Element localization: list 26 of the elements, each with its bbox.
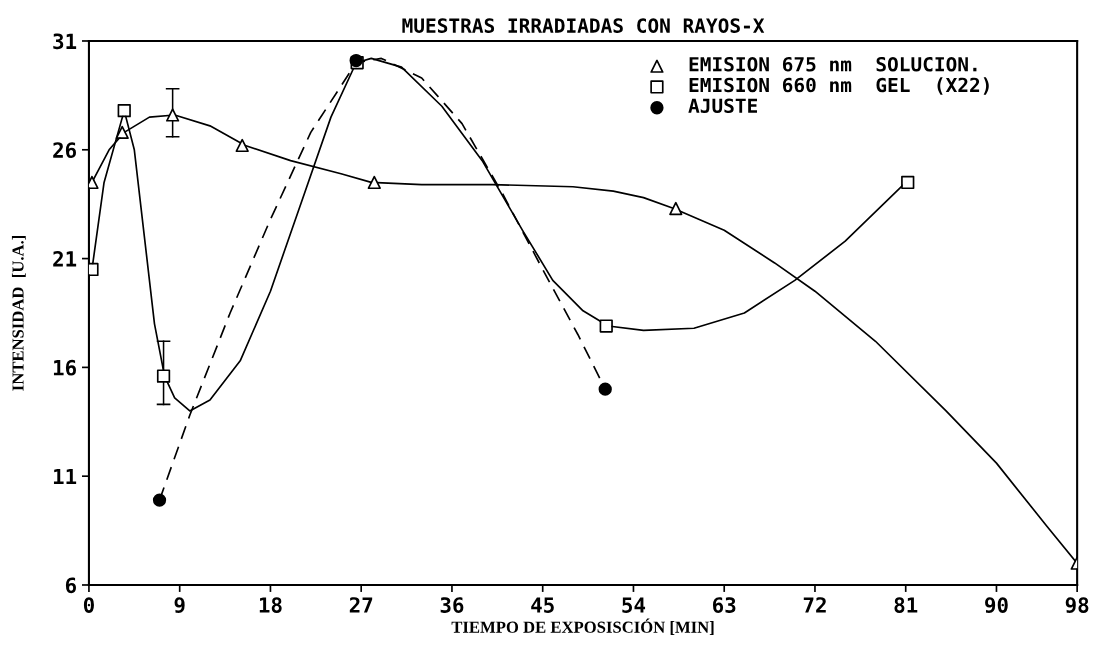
x-tick-label: 36 (440, 597, 464, 613)
y-tick-label: 11 (53, 468, 77, 485)
legend-label: EMISION 675 nm SOLUCION. (689, 56, 977, 72)
y-tick-label: 21 (53, 251, 77, 267)
x-axis-title: TIEMPO DE EXPOSISCIÓN [MIN] (451, 618, 714, 635)
y-tick-label: 31 (53, 33, 77, 50)
x-tick-label: 54 (622, 597, 646, 613)
x-tick-label: 9 (174, 597, 185, 614)
chart-title: MUESTRAS IRRADIADAS CON RAYOS-X (402, 18, 765, 33)
x-tick-label: 72 (803, 597, 826, 613)
legend-label: EMISION 660 nm GEL (X22) (689, 77, 989, 95)
y-tick-label: 26 (53, 142, 76, 159)
x-tick-label: 18 (259, 597, 282, 613)
x-tick-label: 27 (349, 597, 373, 613)
point (598, 382, 612, 396)
x-tick-label: 0 (83, 597, 94, 613)
x-tick-label: 98 (1065, 597, 1089, 614)
x-tick-label: 45 (531, 597, 554, 613)
point (152, 493, 167, 507)
x-tick-label: 90 (985, 597, 1008, 614)
y-tick-label: 16 (53, 359, 76, 376)
y-axis-title: INTENSIDAD [U.A.] (11, 235, 26, 391)
legend-label: AJUSTE (688, 98, 757, 114)
y-tick-label: 6 (65, 577, 76, 594)
x-tick-label: 63 (713, 597, 736, 613)
x-tick-label: 81 (894, 597, 918, 613)
